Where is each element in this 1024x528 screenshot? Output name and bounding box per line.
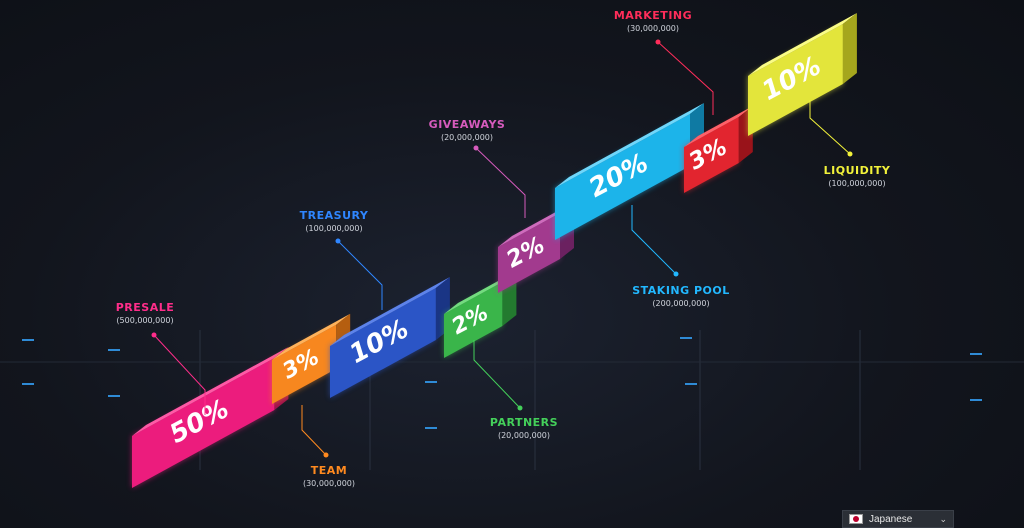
block-front: [272, 324, 337, 404]
leader-line: [809, 100, 851, 155]
leader-line: [631, 205, 677, 275]
block-top: [272, 313, 351, 360]
block-front: [330, 288, 436, 398]
callout-giveaways: GIVEAWAYS (20,000,000): [429, 118, 526, 218]
leader-line: [475, 147, 526, 218]
leader-line: [473, 340, 521, 409]
callout-presale: PRESALE (500,000,000): [116, 301, 206, 415]
block-liquidity: 10%: [748, 13, 857, 136]
leader-dot: [673, 271, 679, 277]
segment-name: PARTNERS: [490, 416, 558, 429]
block-team: 3%: [272, 313, 351, 404]
segment-amount: (30,000,000): [303, 479, 355, 488]
callout-treasury: TREASURY (100,000,000): [300, 209, 383, 310]
block-front: [132, 358, 275, 488]
leader-dot: [323, 452, 329, 458]
block-top: [132, 347, 289, 436]
segment-amount: (30,000,000): [627, 24, 679, 33]
leader-line: [337, 240, 383, 310]
segment-name: GIVEAWAYS: [429, 118, 506, 131]
block-front: [555, 114, 690, 240]
callout-liquidity: LIQUIDITY (100,000,000): [809, 100, 891, 188]
block-top: [748, 13, 857, 76]
segment-name: STAKING POOL: [632, 284, 730, 297]
leader-dot: [655, 39, 661, 45]
block-front: [444, 282, 503, 358]
segment-name: MARKETING: [614, 9, 692, 22]
block-marketing: 3%: [684, 106, 753, 193]
callout-team: TEAM (30,000,000): [301, 405, 355, 488]
leader-dot: [847, 151, 853, 157]
callout-partners: PARTNERS (20,000,000): [473, 340, 558, 440]
segment-amount: (100,000,000): [305, 224, 362, 233]
segment-amount: (500,000,000): [116, 316, 173, 325]
block-front: [498, 213, 560, 293]
leader-dot: [151, 332, 157, 338]
segment-amount: (20,000,000): [498, 431, 550, 440]
language-selector[interactable]: Japanese ⌄: [842, 510, 954, 528]
language-label: Japanese: [869, 513, 913, 525]
segment-amount: (20,000,000): [441, 133, 493, 142]
block-top: [684, 106, 753, 147]
chevron-down-icon: ⌄: [939, 513, 947, 524]
leader-dot: [335, 238, 341, 244]
block-front: [748, 24, 843, 136]
block-presale: 50%: [132, 347, 289, 488]
segment-name: LIQUIDITY: [824, 164, 891, 177]
leader-dot: [473, 145, 479, 151]
block-top: [555, 103, 704, 188]
leader-line: [301, 405, 327, 456]
leader-line: [153, 334, 206, 415]
segment-name: TEAM: [311, 464, 347, 477]
leader-dot: [517, 405, 523, 411]
callouts-group: PRESALE (500,000,000) TEAM (30,000,000) TREA…: [116, 9, 891, 488]
callout-marketing: MARKETING (30,000,000): [614, 9, 714, 115]
japan-flag-icon: [849, 514, 863, 524]
block-treasury: 10%: [330, 277, 450, 398]
segment-name: TREASURY: [300, 209, 369, 222]
callout-staking-pool: STAKING POOL (200,000,000): [631, 205, 730, 308]
segment-amount: (100,000,000): [828, 179, 885, 188]
block-side: [842, 13, 857, 84]
background-grid: [0, 330, 1024, 470]
block-partners: 2%: [444, 271, 517, 358]
block-staking-pool: 20%: [555, 103, 704, 240]
segment-name: PRESALE: [116, 301, 175, 314]
leader-line: [657, 41, 714, 115]
segment-amount: (200,000,000): [652, 299, 709, 308]
block-front: [684, 117, 739, 193]
block-top: [330, 277, 450, 346]
